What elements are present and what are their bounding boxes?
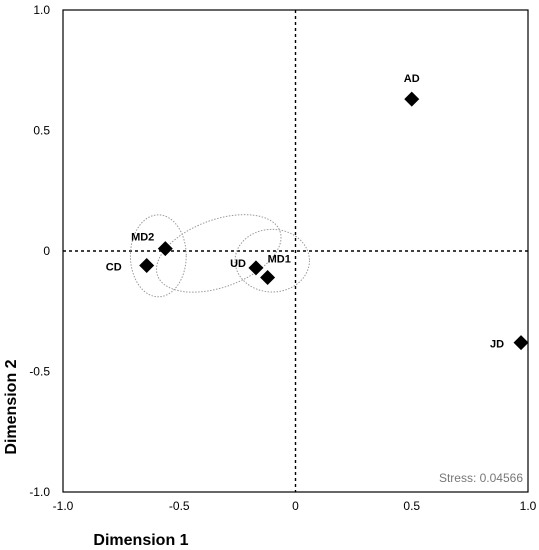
cluster-ellipse-1	[129, 214, 187, 298]
point-md2	[157, 241, 173, 257]
point-label-cd: CD	[106, 261, 122, 273]
point-ad	[404, 91, 420, 107]
point-label-ad: AD	[404, 73, 420, 85]
y-tick-label: -1.0	[29, 485, 50, 499]
x-axis-tick-labels: -1.0 -0.5 0 0.5 1.0	[53, 499, 537, 513]
x-axis-title: Dimension 1	[93, 532, 188, 549]
point-label-jd: JD	[490, 339, 504, 351]
y-tick-label: 1.0	[33, 3, 50, 17]
point-label-md2: MD2	[131, 232, 154, 244]
zero-reference-lines	[63, 10, 528, 492]
point-label-md1: MD1	[268, 254, 291, 266]
x-tick-label: -0.5	[169, 499, 190, 513]
point-jd	[513, 335, 529, 351]
point-labels: AD JD MD2 CD UD MD1	[106, 73, 504, 350]
data-points	[139, 91, 529, 351]
x-tick-label: 0.5	[403, 499, 420, 513]
point-label-ud: UD	[230, 258, 246, 270]
point-cd	[139, 257, 155, 273]
y-tick-label: -0.5	[29, 365, 50, 379]
stress-annotation: Stress: 0.04566	[439, 471, 523, 485]
point-md1	[260, 270, 276, 286]
y-axis-title: Dimension 2	[3, 359, 20, 454]
y-axis-tick-labels: 1.0 0.5 0 -0.5 -1.0	[29, 3, 50, 499]
x-tick-label: -1.0	[53, 499, 74, 513]
x-tick-label: 1.0	[520, 499, 537, 513]
cluster-ellipse-2	[234, 228, 310, 293]
y-tick-label: 0	[43, 244, 50, 258]
y-tick-label: 0.5	[33, 124, 50, 138]
x-tick-label: 0	[292, 499, 299, 513]
point-ud	[248, 260, 264, 276]
